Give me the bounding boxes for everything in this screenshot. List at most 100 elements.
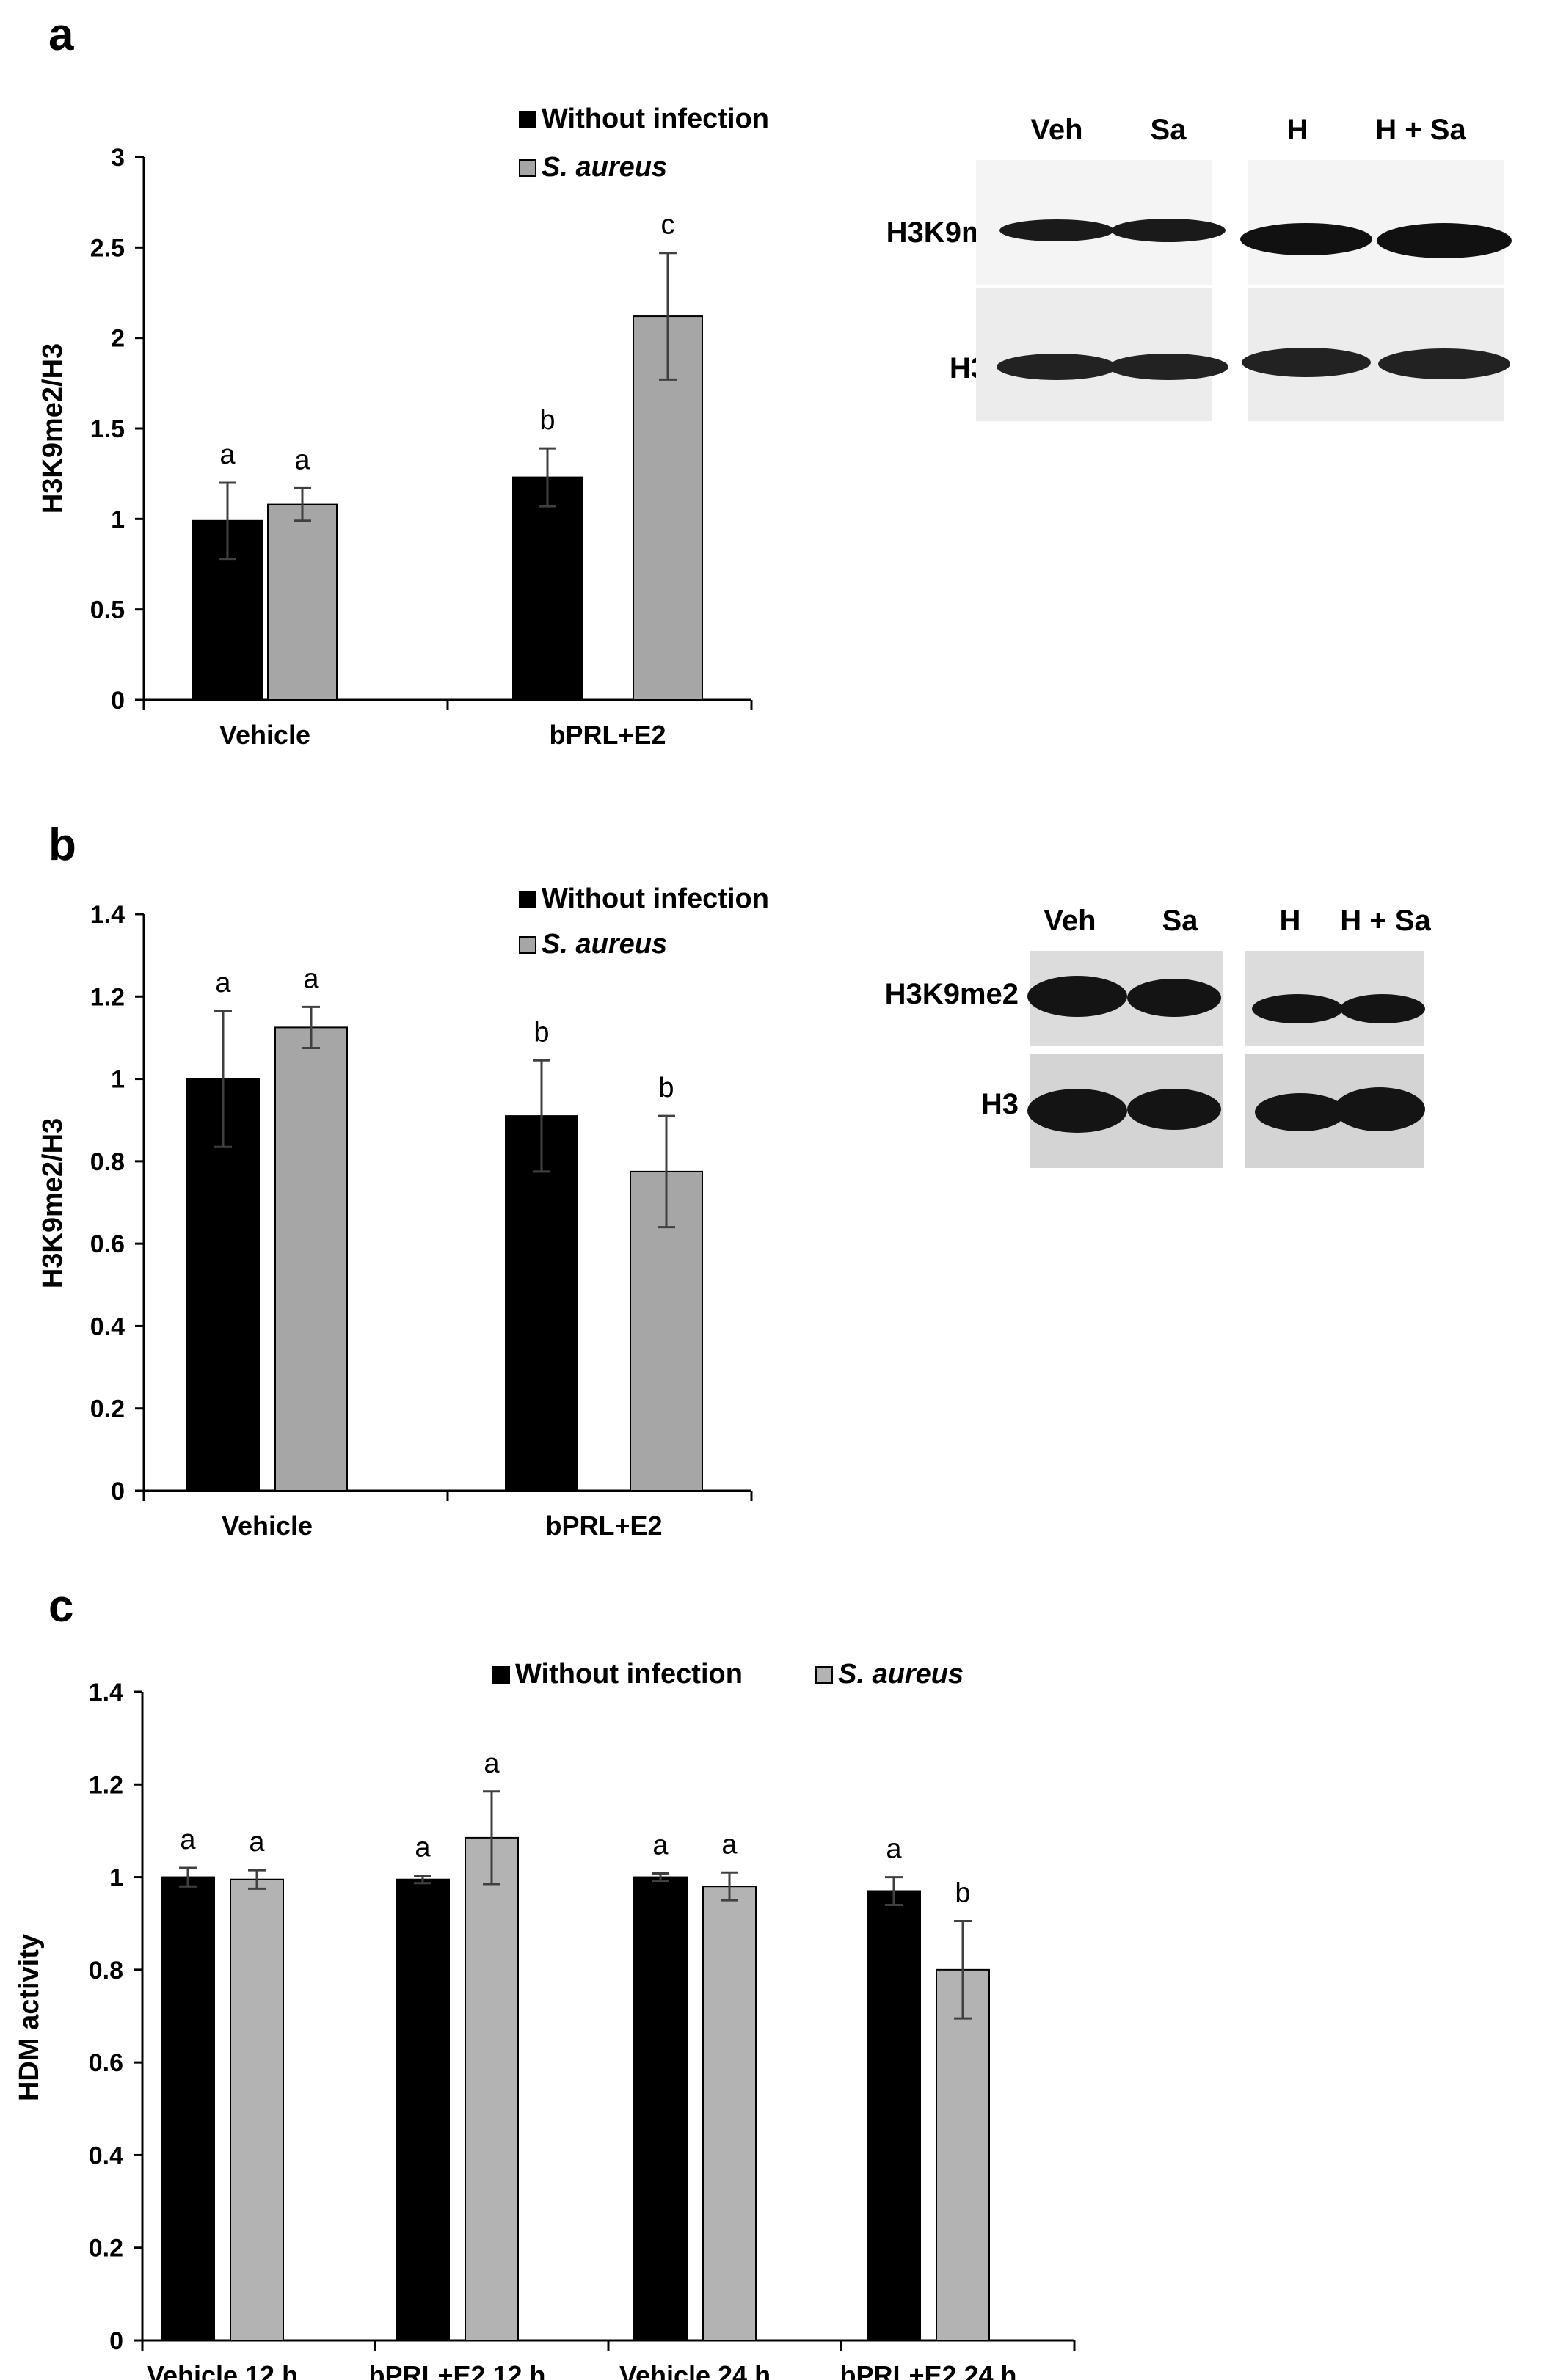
legend-swatch xyxy=(815,1666,833,1684)
y-tick-label: 1 xyxy=(111,1066,125,1094)
legend-label: Without infection xyxy=(542,103,769,134)
blot-band xyxy=(1334,1087,1425,1131)
x-category-label: bPRL+E2 xyxy=(549,720,666,750)
y-tick-label: 1.2 xyxy=(90,983,125,1011)
bar xyxy=(230,1878,284,2341)
blot-lane-label: Sa xyxy=(1151,114,1187,146)
significance-letter: a xyxy=(294,445,310,475)
y-tick-label: 0.2 xyxy=(90,1395,125,1423)
legend-label: S. aureus xyxy=(542,152,667,183)
legend-swatch xyxy=(519,891,536,908)
y-axis-title: H3K9me2/H3 xyxy=(37,343,68,514)
significance-letter: c xyxy=(661,210,675,241)
y-axis-title: HDM activity xyxy=(14,1934,45,2101)
y-tick-label: 0.8 xyxy=(89,1957,123,1985)
y-tick-label: 1.2 xyxy=(89,1771,123,1799)
legend-swatch xyxy=(519,111,536,128)
significance-letter: a xyxy=(249,1827,265,1858)
x-category-label: Vehicle xyxy=(219,720,310,750)
legend-label: Without infection xyxy=(542,883,769,914)
y-tick-label: 1.4 xyxy=(89,1679,123,1706)
legend-swatch xyxy=(492,1666,510,1684)
bar xyxy=(161,1876,215,2342)
y-tick-label: 0.4 xyxy=(90,1313,125,1340)
blot-band xyxy=(1027,1089,1127,1133)
chart-panel-c: 0 0.2 0.4 0.6 0.8 1 1.2 1.4 Vehicle 12 h bPRL+E2 … xyxy=(14,1659,1076,2380)
bar xyxy=(512,476,583,701)
blot-band xyxy=(1378,348,1510,379)
significance-letter: a xyxy=(721,1829,738,1860)
chart-panel-b: 0 0.2 0.4 0.6 0.8 1 1.2 1.4 Vehicle bPRL+E2 H3K9me… xyxy=(37,883,769,1541)
significance-letter: a xyxy=(303,963,319,994)
blot-band xyxy=(1255,1093,1346,1131)
bar xyxy=(633,1876,688,2342)
blot-lane-label: H + Sa xyxy=(1375,114,1466,146)
blot-band xyxy=(1111,219,1226,242)
significance-letter: b xyxy=(539,405,555,436)
significance-letter: a xyxy=(652,1830,669,1861)
bar xyxy=(267,503,338,701)
blot-band xyxy=(997,354,1117,380)
y-tick-label: 0.6 xyxy=(90,1230,125,1258)
bar xyxy=(702,1886,757,2341)
legend-label: Without infection xyxy=(515,1659,743,1690)
legend-label: S. aureus xyxy=(542,929,667,960)
y-tick-label: 0.6 xyxy=(89,2049,123,2077)
x-category-label: bPRL+E2 12 h xyxy=(368,2360,545,2380)
significance-letter: a xyxy=(219,439,236,470)
bar xyxy=(936,1968,990,2342)
significance-letter: b xyxy=(534,1017,549,1048)
x-category-label: Vehicle 24 h xyxy=(619,2360,771,2380)
panel-letter-a: a xyxy=(48,10,74,60)
blot-band xyxy=(1027,976,1127,1017)
blot-lane-label: H xyxy=(1287,114,1308,146)
y-tick-label: 0.2 xyxy=(89,2235,123,2263)
bar xyxy=(465,1836,519,2341)
y-tick-label: 2 xyxy=(111,325,125,353)
blot-band xyxy=(1242,348,1371,377)
y-tick-label: 0 xyxy=(111,687,125,715)
blot-lane-label: Veh xyxy=(1044,905,1096,937)
western-blot-a: Veh Sa H H + Sa H3K9me2 H3 xyxy=(886,114,1512,421)
legend-swatch xyxy=(519,159,536,177)
blot-row-label: H3K9me2 xyxy=(885,978,1019,1010)
chart-panel-a: 0 0.5 1 1.5 2 2.5 3 Vehicle bPRL+E2 H3K9me2/H3 a b a… xyxy=(37,103,769,750)
blot-lane-label: H + Sa xyxy=(1340,905,1431,937)
y-tick-label: 0 xyxy=(109,2327,123,2355)
significance-letter: a xyxy=(415,1833,431,1864)
y-tick-label: 1.4 xyxy=(90,901,125,929)
blot-band xyxy=(1377,223,1512,258)
bar xyxy=(867,1890,921,2342)
panel-letter-c: c xyxy=(48,1581,73,1632)
y-tick-label: 1 xyxy=(111,505,125,533)
blot-band xyxy=(1127,1089,1221,1130)
western-blot-b: Veh Sa H H + Sa H3K9me2 H3 xyxy=(885,905,1431,1168)
y-tick-label: 3 xyxy=(111,144,125,172)
significance-letter: a xyxy=(886,1834,902,1865)
y-axis-title: H3K9me2/H3 xyxy=(37,1118,68,1288)
y-tick-label: 0 xyxy=(111,1478,125,1505)
blot-lane-label: Sa xyxy=(1162,905,1199,937)
bar xyxy=(505,1115,578,1492)
blot-band xyxy=(1252,994,1343,1023)
blot-band xyxy=(1340,994,1425,1023)
significance-letter: b xyxy=(658,1073,674,1103)
blot-lane-label: Veh xyxy=(1030,114,1082,146)
y-tick-label: 2.5 xyxy=(90,234,125,262)
blot-band xyxy=(1108,354,1228,380)
x-category-label: Vehicle xyxy=(222,1511,313,1541)
significance-letter: a xyxy=(215,968,231,999)
y-tick-label: 1 xyxy=(109,1864,123,1892)
blot-lane-label: H xyxy=(1280,905,1301,937)
y-tick-label: 0.8 xyxy=(90,1148,125,1176)
blot-band xyxy=(1240,223,1372,255)
bar xyxy=(396,1878,450,2341)
y-tick-label: 1.5 xyxy=(90,415,125,443)
significance-letter: a xyxy=(484,1748,500,1779)
blot-band xyxy=(1127,979,1221,1017)
x-category-label: Vehicle 12 h xyxy=(147,2360,298,2380)
blot-row-label: H3 xyxy=(981,1088,1019,1120)
legend-swatch xyxy=(519,936,536,954)
x-category-label: bPRL+E2 24 h xyxy=(840,2360,1016,2380)
